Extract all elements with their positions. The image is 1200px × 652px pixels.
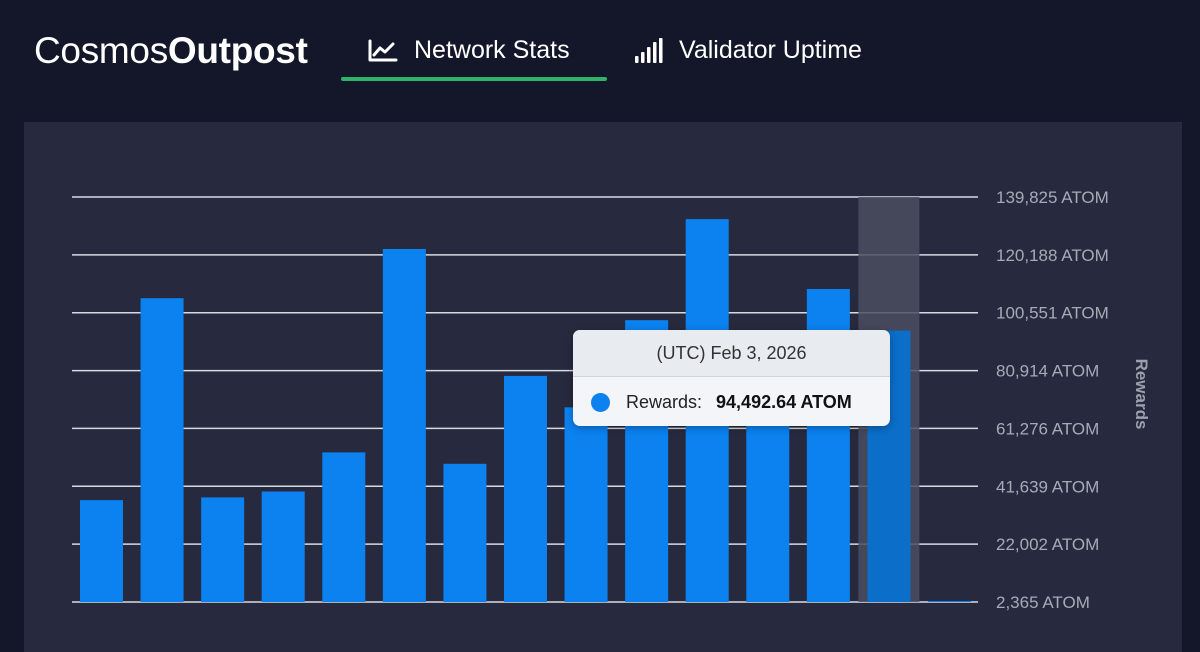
rewards-bar[interactable] <box>140 298 184 602</box>
tooltip-label: Rewards: <box>626 391 703 412</box>
brand-logo[interactable]: CosmosOutpost <box>34 30 308 72</box>
rewards-bar[interactable] <box>382 248 426 602</box>
y-axis-title: Rewards <box>1132 359 1151 430</box>
y-tick-label: 61,276 ATOM <box>996 419 1099 438</box>
y-tick-label: 120,188 ATOM <box>996 246 1109 265</box>
y-tick-label: 22,002 ATOM <box>996 535 1099 554</box>
y-tick-label: 139,825 ATOM <box>996 188 1109 207</box>
rewards-bar[interactable] <box>927 601 971 603</box>
rewards-bar[interactable] <box>443 463 487 602</box>
tab-network-stats-label: Network Stats <box>414 36 570 64</box>
brand-name-light: Cosmos <box>34 30 168 71</box>
rewards-bar[interactable] <box>564 407 608 602</box>
y-tick-label: 80,914 ATOM <box>996 362 1099 381</box>
line-chart-icon <box>368 39 398 62</box>
tab-validator-uptime-label: Validator Uptime <box>679 36 862 64</box>
rewards-bar[interactable] <box>503 375 547 602</box>
tab-validator-uptime[interactable]: Validator Uptime <box>633 36 862 82</box>
signal-bars-icon <box>635 38 663 63</box>
tooltip-value: 94,492.64 ATOM <box>716 391 852 412</box>
rewards-bar[interactable] <box>322 452 366 602</box>
series-color-dot <box>591 392 610 412</box>
brand-name-bold: Outpost <box>167 30 308 71</box>
y-tick-label: 100,551 ATOM <box>996 304 1109 323</box>
rewards-bar[interactable] <box>261 491 305 602</box>
rewards-bar[interactable] <box>201 497 245 602</box>
chart-tooltip: (UTC) Feb 3, 2026 Rewards: 94,492.64 ATO… <box>573 330 890 426</box>
rewards-bar[interactable] <box>80 500 123 602</box>
active-tab-indicator <box>341 77 607 81</box>
tooltip-date: (UTC) Feb 3, 2026 <box>573 330 890 377</box>
tooltip-body: Rewards: 94,492.64 ATOM <box>573 377 890 426</box>
tab-network-stats[interactable]: Network Stats <box>368 36 570 82</box>
top-nav: CosmosOutpost Network Stats Validator Up… <box>0 0 1200 100</box>
y-tick-label: 41,639 ATOM <box>996 477 1099 496</box>
y-tick-label: 2,365 ATOM <box>996 593 1090 612</box>
